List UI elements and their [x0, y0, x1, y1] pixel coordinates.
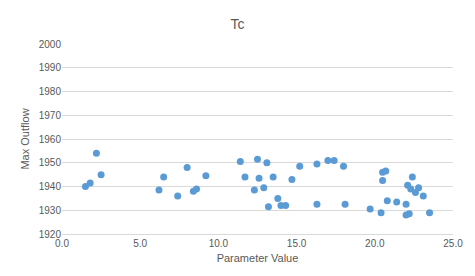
svg-text:0.0: 0.0 [55, 238, 69, 249]
svg-text:1950: 1950 [39, 157, 62, 168]
svg-text:25.0: 25.0 [443, 238, 463, 249]
svg-text:1990: 1990 [39, 62, 62, 73]
svg-text:1920: 1920 [39, 229, 62, 240]
svg-text:15.0: 15.0 [287, 238, 307, 249]
svg-text:1960: 1960 [39, 134, 62, 145]
svg-text:5.0: 5.0 [133, 238, 147, 249]
svg-text:1980: 1980 [39, 86, 62, 97]
svg-text:Parameter Value: Parameter Value [217, 252, 299, 264]
svg-text:2000: 2000 [39, 39, 62, 50]
svg-text:Max Outflow: Max Outflow [19, 108, 31, 169]
svg-text:1970: 1970 [39, 110, 62, 121]
svg-text:20.0: 20.0 [365, 238, 385, 249]
svg-text:10.0: 10.0 [209, 238, 229, 249]
svg-text:1940: 1940 [39, 181, 62, 192]
svg-text:Tc: Tc [231, 16, 245, 32]
svg-text:1930: 1930 [39, 205, 62, 216]
